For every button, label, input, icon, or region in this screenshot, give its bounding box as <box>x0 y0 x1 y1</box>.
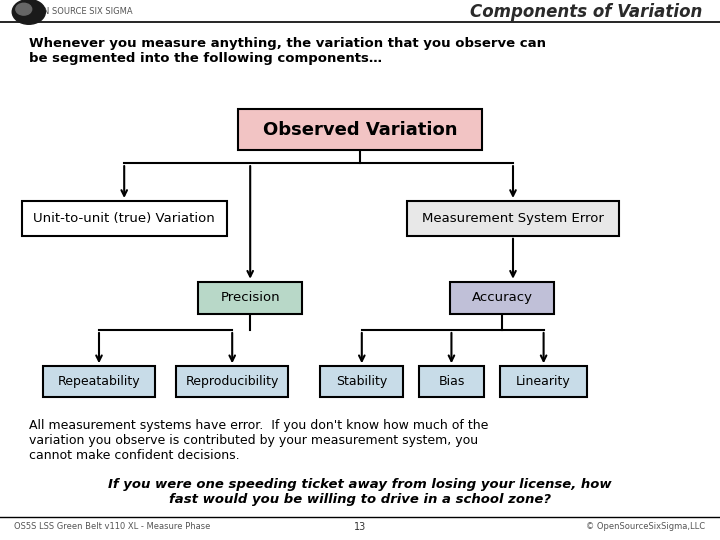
Circle shape <box>16 3 32 15</box>
FancyBboxPatch shape <box>450 281 554 314</box>
FancyBboxPatch shape <box>419 366 484 397</box>
FancyBboxPatch shape <box>198 281 302 314</box>
Text: Components of Variation: Components of Variation <box>469 3 702 21</box>
FancyBboxPatch shape <box>43 366 155 397</box>
Text: Measurement System Error: Measurement System Error <box>422 212 604 225</box>
Text: If you were one speeding ticket away from losing your license, how
fast would yo: If you were one speeding ticket away fro… <box>108 478 612 506</box>
Text: 13: 13 <box>354 522 366 531</box>
Text: Whenever you measure anything, the variation that you observe can
be segmented i: Whenever you measure anything, the varia… <box>29 37 546 65</box>
FancyBboxPatch shape <box>22 201 227 236</box>
Circle shape <box>12 0 45 24</box>
Text: Repeatability: Repeatability <box>58 375 140 388</box>
FancyBboxPatch shape <box>407 201 619 236</box>
FancyBboxPatch shape <box>238 109 482 150</box>
Text: OS5S LSS Green Belt v110 XL - Measure Phase: OS5S LSS Green Belt v110 XL - Measure Ph… <box>14 522 211 531</box>
FancyBboxPatch shape <box>176 366 288 397</box>
FancyBboxPatch shape <box>500 366 587 397</box>
Text: Stability: Stability <box>336 375 387 388</box>
Text: Accuracy: Accuracy <box>472 291 533 304</box>
FancyBboxPatch shape <box>320 366 403 397</box>
Text: © OpenSourceSixSigma,LLC: © OpenSourceSixSigma,LLC <box>587 522 706 531</box>
Text: Unit-to-unit (true) Variation: Unit-to-unit (true) Variation <box>33 212 215 225</box>
Text: Precision: Precision <box>220 291 280 304</box>
Text: Bias: Bias <box>438 375 464 388</box>
Text: Linearity: Linearity <box>516 375 571 388</box>
Text: Observed Variation: Observed Variation <box>263 120 457 139</box>
Text: All measurement systems have error.  If you don't know how much of the
variation: All measurement systems have error. If y… <box>29 419 488 462</box>
Text: Reproducibility: Reproducibility <box>186 375 279 388</box>
Text: OPEN SOURCE SIX SIGMA: OPEN SOURCE SIX SIGMA <box>26 8 132 16</box>
